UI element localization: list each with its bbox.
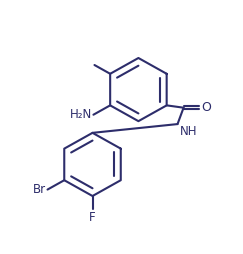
Text: H₂N: H₂N (69, 108, 92, 121)
Text: F: F (89, 211, 96, 224)
Text: NH: NH (180, 125, 197, 138)
Text: Br: Br (33, 183, 46, 196)
Text: O: O (202, 101, 212, 114)
